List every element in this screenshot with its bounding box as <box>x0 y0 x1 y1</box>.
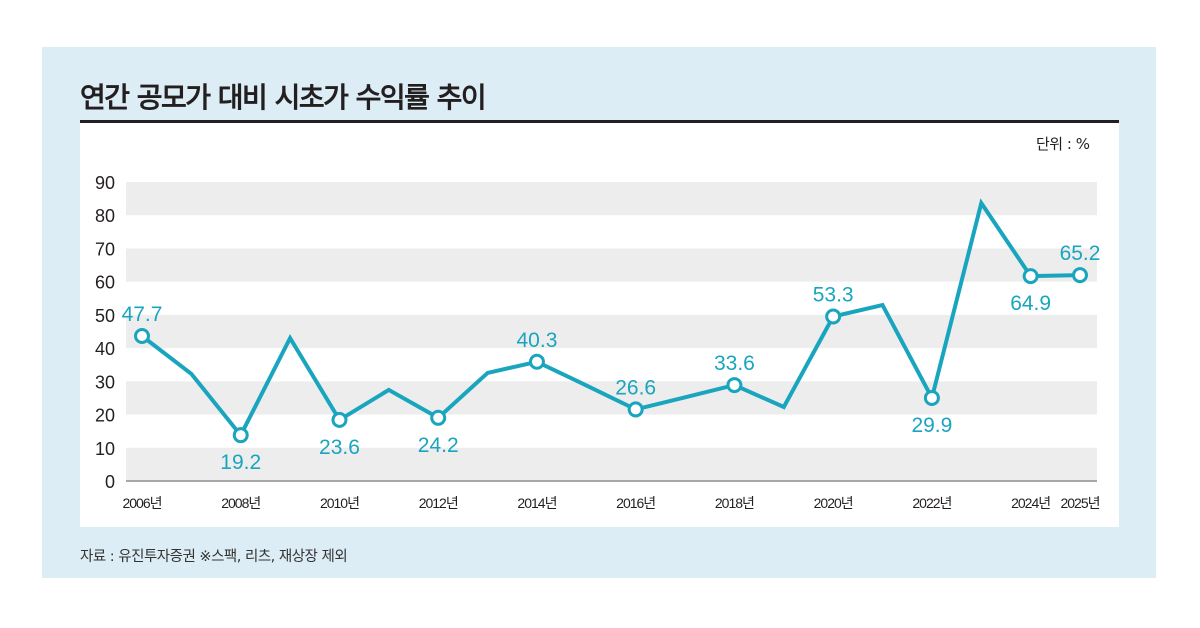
data-point-marker <box>825 308 842 325</box>
x-tick-label: 2006년 <box>122 495 161 511</box>
unit-label: 단위 : % <box>1036 135 1090 153</box>
x-tick-label: 2016년 <box>616 495 655 511</box>
data-labels: 47.7 19.2 23.6 24.2 40.3 26.6 33.6 53.3 29.9 64.9… <box>122 242 1101 474</box>
x-tick-label: 2022년 <box>912 495 951 511</box>
y-tick-label: 40 <box>95 339 115 359</box>
y-axis-ticks: 0 10 20 30 40 50 60 70 80 90 <box>95 173 115 492</box>
data-point-marker <box>1022 268 1039 285</box>
series-line <box>140 198 1081 439</box>
x-axis-ticks: 2006년 2008년 2010년 2012년 2014년 2016년 2018년 2020년… <box>122 495 1100 511</box>
data-label: 33.6 <box>714 352 755 375</box>
x-tick-label: 2010년 <box>320 495 359 511</box>
title-rule <box>80 120 1119 123</box>
x-tick-label: 2012년 <box>419 495 458 511</box>
data-label: 65.2 <box>1060 242 1101 265</box>
data-point-marker <box>430 409 447 426</box>
grid-band <box>126 182 1097 216</box>
x-tick-label: 2014년 <box>517 495 556 511</box>
data-point-marker <box>331 411 348 428</box>
chart-title: 연간 공모가 대비 시초가 수익률 추이 <box>80 81 487 114</box>
data-label: 64.9 <box>1010 292 1051 315</box>
y-tick-label: 90 <box>95 173 115 193</box>
grid-band <box>126 248 1097 282</box>
series-markers <box>134 267 1088 444</box>
x-tick-label: 2008년 <box>221 495 260 511</box>
data-point-marker <box>726 377 743 394</box>
y-tick-label: 60 <box>95 273 115 293</box>
y-tick-label: 80 <box>95 206 115 226</box>
data-point-marker <box>1072 267 1088 284</box>
y-tick-label: 20 <box>95 406 115 426</box>
data-label: 40.3 <box>517 329 558 352</box>
x-tick-label: 2024년 <box>1011 495 1050 511</box>
source-note: 자료 : 유진투자증권 ※스팩, 리츠, 재상장 제외 <box>80 549 348 565</box>
y-tick-label: 50 <box>95 306 115 326</box>
grid-bands <box>126 182 1097 481</box>
data-label: 53.3 <box>813 284 854 307</box>
data-label: 19.2 <box>220 451 261 474</box>
data-label: 26.6 <box>615 376 656 399</box>
data-label: 29.9 <box>911 414 952 437</box>
data-point-marker <box>627 401 644 418</box>
x-tick-label: 2020년 <box>814 495 853 511</box>
data-label: 23.6 <box>319 436 360 459</box>
data-label: 24.2 <box>418 434 459 457</box>
data-point-marker <box>232 427 249 444</box>
data-point-marker <box>923 389 940 406</box>
data-point-marker <box>134 328 150 345</box>
data-label: 47.7 <box>122 303 163 326</box>
y-tick-label: 0 <box>105 472 115 492</box>
x-tick-label: 2018년 <box>715 495 754 511</box>
grid-band <box>126 447 1097 481</box>
x-tick-label: 2025년 <box>1060 495 1099 511</box>
y-tick-label: 70 <box>95 239 115 259</box>
y-tick-label: 30 <box>95 372 115 392</box>
data-point-marker <box>528 353 545 370</box>
y-tick-label: 10 <box>95 439 115 459</box>
